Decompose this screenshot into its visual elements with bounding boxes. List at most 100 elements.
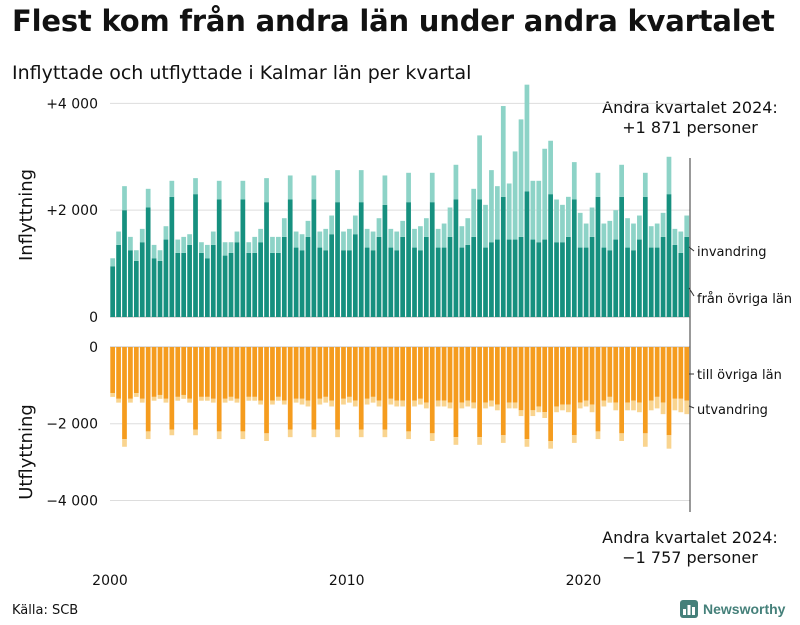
annotation-bottom-line1: Andra kvartalet 2024: <box>602 528 778 547</box>
bar-invandring-2009Q2 <box>329 215 334 235</box>
bar-invandring-2002Q4 <box>175 239 181 253</box>
bar-fran-ovriga-lan-2016Q1 <box>489 242 494 317</box>
bar-till-ovriga-lan-2002Q4 <box>175 347 181 397</box>
bar-till-ovriga-lan-2022Q4 <box>648 347 654 401</box>
bar-till-ovriga-lan-2001Q2 <box>139 347 145 399</box>
bar-fran-ovriga-lan-2004Q1 <box>204 258 210 317</box>
bar-till-ovriga-lan-2006Q1 <box>252 347 258 397</box>
bar-till-ovriga-lan-2006Q3 <box>264 347 269 434</box>
bar-utvandring-2015Q4 <box>483 402 488 409</box>
bar-fran-ovriga-lan-2007Q2 <box>281 236 287 317</box>
bar-invandring-2006Q1 <box>252 236 258 253</box>
bar-fran-ovriga-lan-2023Q4 <box>672 244 678 317</box>
bar-invandring-2001Q4 <box>151 244 157 259</box>
chart-title: Flest kom från andra län under andra kva… <box>12 4 775 38</box>
bar-invandring-2022Q3 <box>642 172 648 197</box>
bar-till-ovriga-lan-2021Q1 <box>607 347 613 397</box>
bar-fran-ovriga-lan-2002Q3 <box>169 196 175 317</box>
bar-utvandring-2017Q1 <box>512 402 518 409</box>
bar-till-ovriga-lan-2015Q4 <box>483 347 488 403</box>
bar-fran-ovriga-lan-2017Q2 <box>518 236 524 317</box>
bar-invandring-2001Q3 <box>145 188 151 208</box>
bar-till-ovriga-lan-2018Q2 <box>542 347 548 413</box>
bar-utvandring-2012Q3 <box>406 431 411 440</box>
bar-invandring-2020Q2 <box>589 207 595 237</box>
bar-fran-ovriga-lan-2004Q4 <box>222 255 228 317</box>
bar-invandring-2016Q4 <box>506 183 512 240</box>
bar-fran-ovriga-lan-2010Q2 <box>352 234 358 317</box>
bar-invandring-2004Q4 <box>222 242 228 256</box>
bar-till-ovriga-lan-2009Q2 <box>329 347 334 401</box>
legend-pointer-invandring <box>688 246 695 252</box>
bar-utvandring-2014Q1 <box>441 400 447 407</box>
bar-fran-ovriga-lan-2012Q2 <box>400 236 406 317</box>
bar-invandring-2022Q1 <box>631 223 636 251</box>
bar-till-ovriga-lan-2023Q2 <box>660 347 666 403</box>
bar-utvandring-2012Q1 <box>394 400 400 407</box>
bar-fran-ovriga-lan-2023Q3 <box>666 194 672 317</box>
bar-invandring-2004Q3 <box>216 180 222 200</box>
bar-till-ovriga-lan-2023Q3 <box>666 347 672 436</box>
bar-utvandring-2001Q3 <box>145 431 151 440</box>
bar-till-ovriga-lan-2020Q4 <box>601 347 607 401</box>
bar-invandring-2018Q1 <box>536 180 542 243</box>
bar-utvandring-2010Q3 <box>358 429 364 438</box>
bar-till-ovriga-lan-2008Q1 <box>299 347 305 399</box>
bar-invandring-2002Q2 <box>163 226 169 240</box>
bar-utvandring-2018Q2 <box>542 412 548 418</box>
bar-fran-ovriga-lan-2022Q2 <box>637 239 642 317</box>
bar-fran-ovriga-lan-2000Q4 <box>128 250 133 317</box>
bar-till-ovriga-lan-2018Q1 <box>536 347 542 407</box>
bar-till-ovriga-lan-2018Q4 <box>554 347 559 407</box>
bar-till-ovriga-lan-2020Q1 <box>583 347 589 401</box>
bar-till-ovriga-lan-2024Q1 <box>678 347 684 399</box>
bar-invandring-2004Q1 <box>204 244 210 259</box>
bar-till-ovriga-lan-2009Q3 <box>335 347 340 430</box>
xtick-1: 2010 <box>329 573 365 589</box>
bar-invandring-2021Q4 <box>625 218 630 248</box>
ytick-top-0: 0 <box>89 310 98 326</box>
bar-fran-ovriga-lan-2003Q1 <box>181 252 187 317</box>
bar-fran-ovriga-lan-2009Q3 <box>335 202 340 317</box>
ytick-top-1: +2 000 <box>46 203 98 219</box>
bar-fran-ovriga-lan-2001Q3 <box>145 207 151 317</box>
inflow-bars <box>110 84 690 317</box>
bar-invandring-2006Q4 <box>270 236 275 253</box>
bar-fran-ovriga-lan-2006Q3 <box>264 202 269 317</box>
bar-till-ovriga-lan-2002Q3 <box>169 347 175 430</box>
bar-utvandring-2007Q3 <box>287 429 293 438</box>
bar-till-ovriga-lan-2007Q3 <box>287 347 293 430</box>
bar-till-ovriga-lan-2003Q2 <box>187 347 192 399</box>
bar-fran-ovriga-lan-2022Q4 <box>648 247 654 317</box>
bar-till-ovriga-lan-2004Q2 <box>210 347 216 399</box>
bar-invandring-2010Q3 <box>358 170 364 203</box>
bar-fran-ovriga-lan-2020Q4 <box>601 247 607 317</box>
bar-fran-ovriga-lan-2016Q3 <box>500 196 506 317</box>
annotation-bottom: Andra kvartalet 2024: −1 757 personer <box>590 528 790 568</box>
bar-utvandring-2003Q4 <box>199 396 204 401</box>
legend-till-ovriga-lan: till övriga län <box>697 368 782 383</box>
bar-utvandring-2011Q4 <box>388 398 394 405</box>
bar-invandring-2016Q2 <box>494 186 500 240</box>
bar-fran-ovriga-lan-2002Q2 <box>163 239 169 317</box>
bar-fran-ovriga-lan-2021Q4 <box>625 247 630 317</box>
xtick-0: 2000 <box>92 573 128 589</box>
annotation-bottom-line2: −1 757 personer <box>622 548 758 567</box>
annotation-top-line1: Andra kvartalet 2024: <box>602 98 778 117</box>
ytick-bottom-0: 0 <box>89 340 98 356</box>
bar-till-ovriga-lan-2013Q2 <box>423 347 429 403</box>
bar-utvandring-2017Q4 <box>530 410 536 417</box>
bar-utvandring-2008Q3 <box>311 429 317 438</box>
ytick-top-2: +4 000 <box>46 96 98 112</box>
bar-till-ovriga-lan-2000Q4 <box>128 347 133 399</box>
bar-fran-ovriga-lan-2005Q1 <box>228 252 234 317</box>
bar-fran-ovriga-lan-2022Q1 <box>631 250 636 317</box>
bar-invandring-2021Q2 <box>613 210 619 240</box>
bar-utvandring-2007Q4 <box>293 398 299 403</box>
bar-fran-ovriga-lan-2023Q1 <box>654 247 660 317</box>
bar-till-ovriga-lan-2004Q1 <box>204 347 210 397</box>
brand-name: Newsworthy <box>703 601 786 617</box>
bar-invandring-2003Q3 <box>193 178 198 195</box>
bar-utvandring-2017Q3 <box>524 439 530 447</box>
bar-till-ovriga-lan-2022Q3 <box>642 347 648 434</box>
